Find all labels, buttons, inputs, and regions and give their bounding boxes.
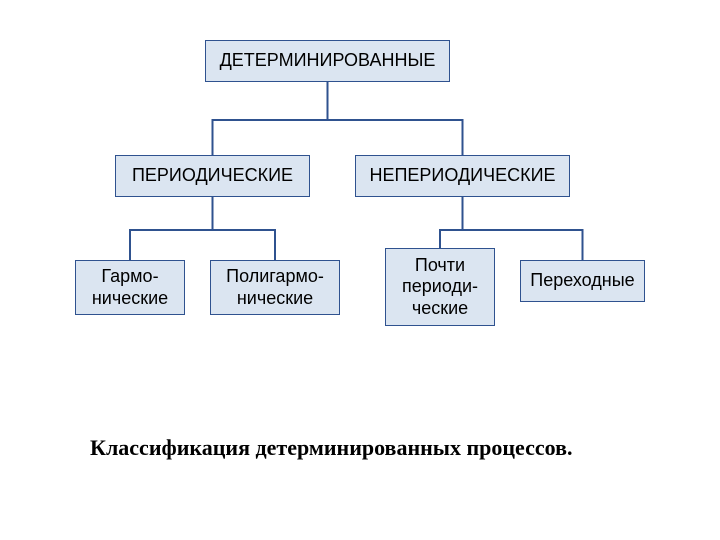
node-transient: Переходные — [520, 260, 645, 302]
node-harmonic: Гармо- нические — [75, 260, 185, 315]
node-periodic: ПЕРИОДИЧЕСКИЕ — [115, 155, 310, 197]
node-aperiodic-label: НЕПЕРИОДИЧЕСКИЕ — [369, 165, 555, 187]
node-root: ДЕТЕРМИНИРОВАННЫЕ — [205, 40, 450, 82]
node-transient-label: Переходные — [530, 270, 634, 292]
node-periodic-label: ПЕРИОДИЧЕСКИЕ — [132, 165, 293, 187]
diagram-caption-text: Классификация детерминированных процессо… — [90, 435, 572, 460]
node-polyharmonic-label: Полигармо- нические — [226, 266, 324, 309]
node-aperiodic: НЕПЕРИОДИЧЕСКИЕ — [355, 155, 570, 197]
node-almost-periodic-label: Почти периоди- ческие — [402, 255, 478, 320]
diagram-caption: Классификация детерминированных процессо… — [90, 435, 572, 461]
node-polyharmonic: Полигармо- нические — [210, 260, 340, 315]
node-almost-periodic: Почти периоди- ческие — [385, 248, 495, 326]
node-harmonic-label: Гармо- нические — [92, 266, 168, 309]
node-root-label: ДЕТЕРМИНИРОВАННЫЕ — [220, 50, 436, 72]
